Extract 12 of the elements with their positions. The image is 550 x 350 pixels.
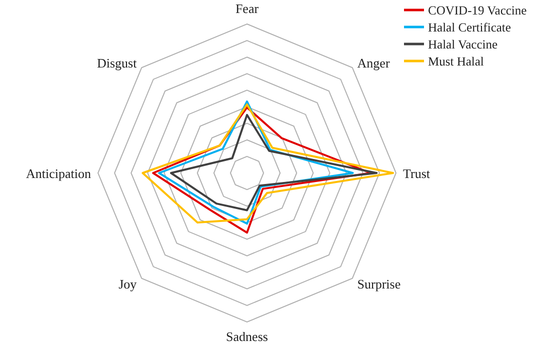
legend-label: Halal Vaccine xyxy=(428,38,498,52)
spoke-label: Fear xyxy=(235,1,260,16)
spoke-label: Joy xyxy=(118,276,138,292)
spoke-label: Surprise xyxy=(357,276,401,292)
legend-label: Must Halal xyxy=(428,54,484,68)
spoke-label: Sadness xyxy=(226,329,268,344)
legend-label: Halal Certificate xyxy=(428,20,512,34)
spoke-label: Anticipation xyxy=(26,166,92,181)
spoke-label: Anger xyxy=(357,56,390,71)
spoke-label: Trust xyxy=(403,166,430,181)
spoke-label: Disgust xyxy=(96,56,138,71)
legend-label: COVID-19 Vaccine xyxy=(428,4,528,18)
